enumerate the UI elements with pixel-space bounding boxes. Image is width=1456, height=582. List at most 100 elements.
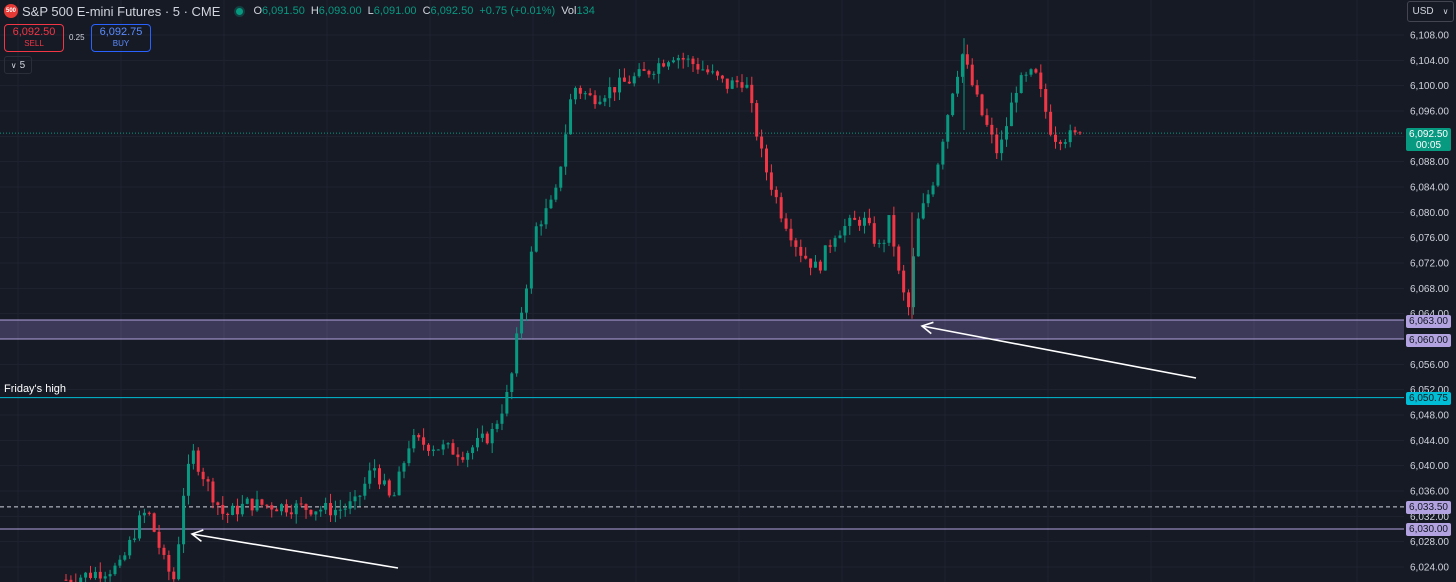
candle-body [397,471,401,496]
candle-body [750,84,754,104]
candle-body [348,501,352,509]
candle-body [108,574,112,577]
candle-body [245,498,249,504]
candle-body [368,470,372,484]
candle-body [529,251,533,289]
sell-label: SELL [24,39,44,48]
candle-body [250,498,254,511]
price-axis-tick-label: 6,096.00 [1410,107,1449,118]
candle-body [270,505,274,510]
candle-body [730,80,734,89]
candle-body [461,457,465,460]
candle-body [539,224,543,227]
candle-body [975,85,979,95]
candle-body [275,509,279,512]
bar-countdown: 00:05 [1415,139,1442,151]
candle-body [662,63,666,67]
market-open-status-icon [236,7,244,15]
candle-body [667,62,671,67]
candle-body [338,509,342,511]
candle-body [133,538,137,540]
candle-body [451,443,455,455]
ohlc-close: C6,092.50 [422,5,474,17]
candle-body [1054,134,1058,142]
candle-body [916,218,920,257]
candle-body [554,187,558,200]
candle-body [951,93,955,116]
candle-body [441,444,445,450]
spread-value: 0.25 [69,33,85,42]
candle-body [941,141,945,165]
buy-label: BUY [112,39,130,48]
candle-body [843,226,847,236]
candle-body [1019,75,1023,93]
candle-body [284,504,288,513]
sell-button[interactable]: 6,092.50 SELL [4,24,64,52]
candle-body [1000,139,1004,154]
candle-body [128,539,132,556]
candle-body [446,443,450,445]
candle-body [681,58,685,60]
ohlc-change: +0.75 (+0.01%) [479,5,556,17]
candle-body [534,226,538,252]
candle-body [921,203,925,219]
indicator-toggle-button[interactable]: ∨ 5 [4,56,32,74]
candle-body [980,94,984,116]
candle-body [583,93,587,95]
buy-button[interactable]: 6,092.75 BUY [91,24,151,52]
candle-body [1014,92,1018,103]
candle-body [946,115,950,142]
price-axis-tick-label: 6,052.00 [1410,385,1449,396]
dashed-level-price-tag: 6,033.50 [1406,501,1451,514]
fridays-high-label: Friday's high [4,383,67,395]
candle-body [740,82,744,88]
candle-body [177,544,181,580]
candle-body [985,115,989,125]
candle-body [88,572,92,578]
currency-dropdown[interactable]: USD ∨ [1407,1,1454,22]
candle-body [902,270,906,293]
candle-body [691,58,695,65]
candle-body [877,242,881,244]
candle-body [813,261,817,268]
symbol-title[interactable]: S&P 500 E-mini Futures · 5 · CME [22,3,221,19]
candle-body [848,217,852,227]
candle-body [598,101,602,105]
candlesticks [64,38,1082,582]
candle-body [118,559,122,566]
candle-body [186,463,190,496]
candle-body [995,134,999,154]
candle-body [79,577,83,582]
candle-body [637,69,641,77]
candle-body [382,480,386,485]
candle-body [93,571,97,578]
candle-body [412,435,416,449]
candle-body [799,246,803,256]
candle-body [696,64,700,70]
candle-body [647,70,651,75]
candle-body [353,496,357,502]
candle-body [103,576,107,579]
candle-body [142,512,146,516]
candle-body [226,513,230,516]
candle-body [858,219,862,226]
candle-body [1024,74,1028,76]
candle-body [784,218,788,229]
candle-body [578,87,582,94]
candle-body [882,242,886,244]
candle-body [162,547,166,555]
candle-body [64,579,68,581]
candle-body [613,87,617,93]
candle-body [324,502,328,510]
candle-body [152,513,156,532]
candle-body [853,217,857,220]
price-axis-tick-label: 6,076.00 [1410,233,1449,244]
price-axis[interactable]: 6,024.00 6,028.00 6,032.00 6,036.00 6,040.00… [1404,0,1456,582]
candle-body [510,373,514,393]
candle-body [191,450,195,464]
annotation-arrows [190,321,1197,569]
candle-body [1073,130,1077,133]
candle-body [725,78,729,89]
candle-body [240,503,244,515]
